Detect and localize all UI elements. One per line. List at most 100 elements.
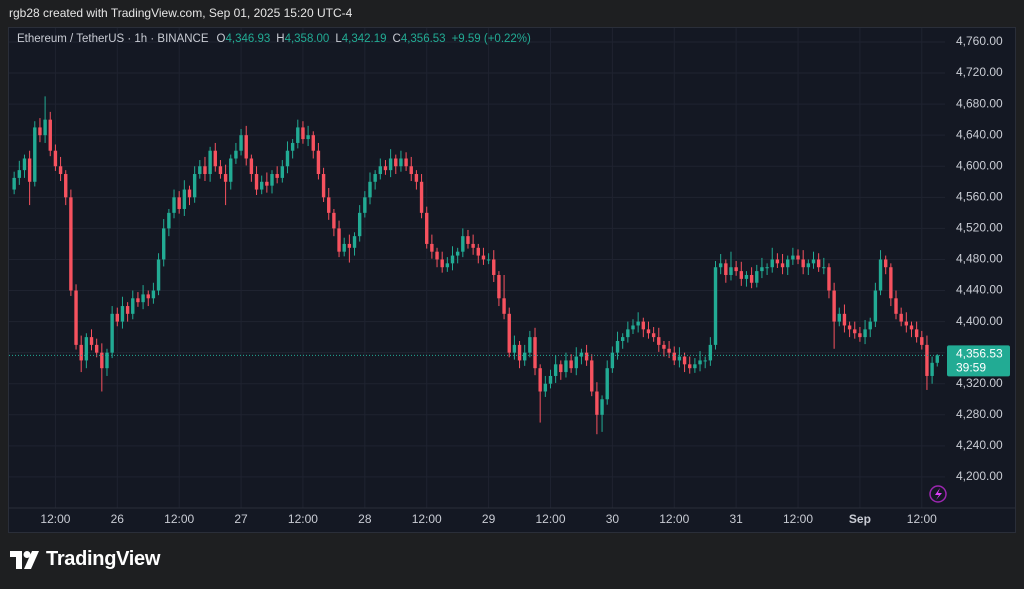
y-tick-label: 4,600.00 bbox=[956, 158, 1003, 172]
candle-body bbox=[110, 313, 114, 353]
y-tick-label: 4,280.00 bbox=[956, 407, 1003, 421]
candle-body bbox=[440, 259, 444, 268]
candle-body bbox=[806, 263, 811, 268]
ohlc-label: L bbox=[335, 33, 342, 45]
x-tick-label: 29 bbox=[482, 512, 496, 526]
tradingview-logo[interactable]: TradingView bbox=[10, 548, 160, 571]
candle-body bbox=[636, 321, 640, 326]
candle-body bbox=[641, 321, 646, 330]
candle-body bbox=[125, 306, 130, 314]
candle-body bbox=[461, 236, 465, 252]
candle-body bbox=[218, 166, 223, 175]
candle-body bbox=[296, 127, 300, 143]
ohlc-label: H bbox=[276, 33, 285, 45]
candle-body bbox=[450, 255, 455, 264]
candle-body bbox=[894, 298, 898, 314]
symbol-legend: Ethereum / TetherUS · 1h · BINANCE O 4,346… bbox=[17, 33, 531, 45]
candle-body bbox=[316, 150, 321, 175]
candle-body bbox=[394, 158, 398, 167]
candle-body bbox=[502, 298, 506, 314]
candle-body bbox=[301, 127, 305, 140]
candle-body bbox=[58, 166, 63, 175]
candle-body bbox=[523, 352, 527, 361]
candle-body bbox=[22, 158, 27, 171]
candle-body bbox=[832, 290, 836, 322]
candle-body bbox=[363, 197, 367, 213]
candle-body bbox=[352, 236, 357, 248]
price-change: +9.59 (+0.22%) bbox=[451, 33, 531, 45]
candle-body bbox=[610, 352, 615, 369]
alert-icon[interactable] bbox=[929, 485, 947, 503]
candle-body bbox=[863, 329, 867, 338]
candle-body bbox=[43, 119, 47, 136]
candle-body bbox=[332, 212, 336, 229]
candle-body bbox=[811, 259, 816, 264]
candle-body bbox=[935, 355, 939, 363]
candle-body bbox=[718, 263, 723, 268]
candle-body bbox=[84, 337, 89, 361]
candle-body bbox=[492, 259, 496, 275]
candle-body bbox=[105, 352, 109, 369]
candle-body bbox=[847, 325, 852, 330]
candle-body bbox=[914, 329, 919, 338]
ohlc-label: O bbox=[216, 33, 226, 45]
x-tick-label: 12:00 bbox=[907, 512, 937, 526]
candle-body bbox=[646, 329, 651, 334]
candle-body bbox=[162, 228, 166, 260]
x-tick-label: 12:00 bbox=[412, 512, 442, 526]
candle-body bbox=[342, 243, 346, 252]
candle-body bbox=[708, 344, 713, 361]
y-tick-label: 4,640.00 bbox=[956, 127, 1003, 141]
candle-body bbox=[280, 166, 285, 178]
candle-body bbox=[177, 197, 181, 209]
candle-body bbox=[734, 267, 738, 272]
candle-body bbox=[724, 263, 728, 275]
candle-body bbox=[182, 189, 187, 209]
x-tick-label: 28 bbox=[358, 512, 372, 526]
candle-body bbox=[270, 174, 274, 186]
candle-body bbox=[409, 166, 413, 175]
candle-body bbox=[842, 313, 847, 326]
candle-body bbox=[17, 170, 22, 178]
ohlc-label: C bbox=[392, 33, 401, 45]
y-tick-label: 4,760.00 bbox=[956, 34, 1003, 48]
candle-body bbox=[136, 298, 140, 303]
candle-body bbox=[249, 158, 254, 175]
candle-body bbox=[631, 325, 635, 330]
candle-body bbox=[620, 337, 625, 342]
candle-body bbox=[713, 267, 718, 345]
candle-body bbox=[688, 364, 692, 369]
candle-body bbox=[904, 321, 909, 326]
y-tick-label: 4,320.00 bbox=[956, 376, 1003, 390]
x-tick-label: 27 bbox=[234, 512, 248, 526]
x-tick-label: 26 bbox=[111, 512, 125, 526]
candle-body bbox=[115, 313, 119, 322]
candle-body bbox=[775, 259, 780, 264]
x-tick-label: 12:00 bbox=[659, 512, 689, 526]
y-tick-label: 4,480.00 bbox=[956, 252, 1003, 266]
candle-body bbox=[466, 236, 470, 244]
y-tick-label: 4,240.00 bbox=[956, 438, 1003, 452]
candle-body bbox=[53, 150, 58, 167]
candle-body bbox=[239, 135, 243, 151]
candle-body bbox=[677, 356, 682, 361]
candle-body bbox=[285, 150, 290, 167]
candle-body bbox=[883, 259, 888, 268]
x-tick-label: Sep bbox=[849, 512, 871, 526]
candle-body bbox=[481, 255, 486, 260]
candle-body bbox=[445, 263, 450, 268]
candle-body bbox=[889, 267, 893, 299]
candle-body bbox=[33, 127, 37, 182]
candle-body bbox=[528, 337, 532, 353]
candle-body bbox=[156, 259, 161, 291]
candle-body bbox=[853, 329, 857, 334]
candle-body bbox=[858, 333, 862, 338]
candle-body bbox=[791, 255, 795, 260]
candle-body bbox=[543, 383, 548, 392]
candle-body bbox=[899, 313, 903, 322]
candle-body bbox=[760, 267, 764, 272]
candle-body bbox=[378, 166, 383, 175]
candle-body bbox=[414, 174, 419, 182]
